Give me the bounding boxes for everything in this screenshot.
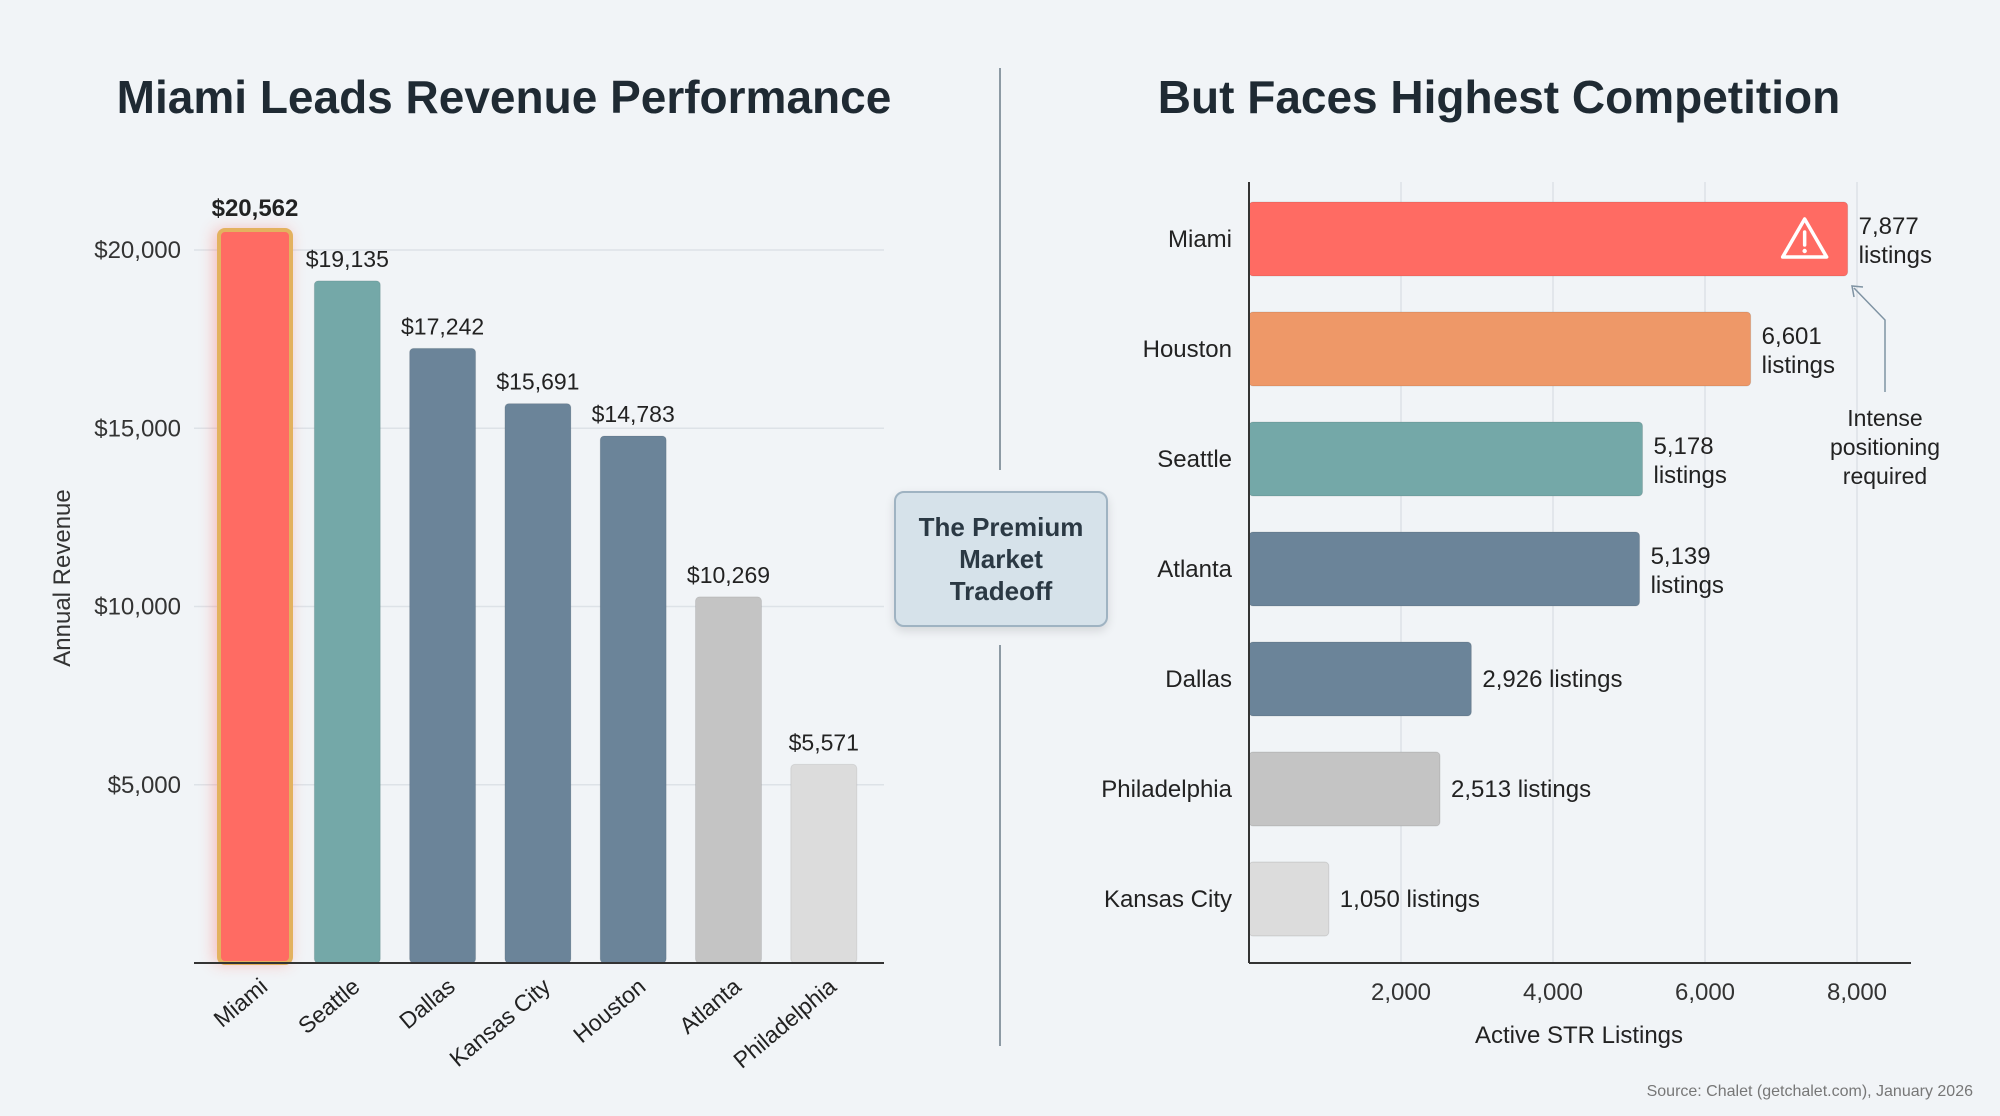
data-label: 1,050 listings xyxy=(1340,886,1480,913)
x-tick-label: Philadelphia xyxy=(728,973,841,1074)
data-label: 6,601 xyxy=(1762,323,1822,350)
y-tick-label: Dallas xyxy=(1165,666,1232,693)
data-label: $17,242 xyxy=(401,313,484,339)
data-label: $5,571 xyxy=(789,729,859,755)
warning-dot xyxy=(1802,248,1807,254)
bar-miami xyxy=(217,227,293,965)
bar-dallas xyxy=(409,347,477,964)
x-tick-label: 4,000 xyxy=(1523,979,1583,1006)
x-tick-label: 8,000 xyxy=(1827,979,1887,1006)
x-tick-label: Houston xyxy=(568,973,650,1048)
data-label: $10,269 xyxy=(687,562,770,588)
x-tick-label: 2,000 xyxy=(1371,979,1431,1006)
data-label: 7,877 xyxy=(1859,213,1919,240)
x-tick-label: 6,000 xyxy=(1675,979,1735,1006)
premium-tradeoff-callout: The Premium Market Tradeoff xyxy=(894,491,1108,627)
data-label: $14,783 xyxy=(592,401,675,427)
bar-atlanta xyxy=(695,596,762,964)
bar-philadelphia xyxy=(790,763,858,964)
y-tick-label: Atlanta xyxy=(1157,556,1232,583)
y-tick-label: Houston xyxy=(1143,336,1232,363)
y-tick-label: Kansas City xyxy=(1104,886,1232,913)
bar-dallas xyxy=(1248,641,1472,717)
warning-triangle xyxy=(1780,217,1829,259)
annotation-arrow-line xyxy=(1853,287,1886,392)
x-axis-label: Active STR Listings xyxy=(1475,1022,1683,1049)
y-tick-label: $10,000 xyxy=(94,594,181,621)
y-tick-label: $20,000 xyxy=(94,237,181,264)
data-label: 5,178 xyxy=(1654,433,1714,460)
warning-icon xyxy=(1780,217,1829,259)
data-label: 2,513 listings xyxy=(1451,776,1591,803)
data-label: listings xyxy=(1651,572,1724,599)
annotation-text: positioning xyxy=(1830,434,1940,460)
bar-atlanta xyxy=(1248,531,1641,607)
y-tick-label: Seattle xyxy=(1157,446,1232,473)
bar-houston xyxy=(599,435,667,964)
data-label: 2,926 listings xyxy=(1482,666,1622,693)
y-axis-label: Annual Revenue xyxy=(49,489,76,666)
data-label: listings xyxy=(1859,242,1932,269)
annotation-text: Intense xyxy=(1847,405,1922,431)
data-label: 5,139 xyxy=(1651,543,1711,570)
annotation-arrow-head xyxy=(1851,285,1864,298)
bar-houston xyxy=(1248,311,1752,387)
y-tick-label: $5,000 xyxy=(108,772,181,799)
source-note: Source: Chalet (getchalet.com), January … xyxy=(1646,1083,1973,1100)
bar-seattle xyxy=(1248,421,1644,497)
x-tick-label: Dallas xyxy=(394,973,460,1034)
right-chart-title: But Faces Highest Competition xyxy=(1157,71,1841,123)
x-tick-label: Seattle xyxy=(293,973,365,1039)
x-tick-label: Kansas City xyxy=(444,973,555,1072)
y-tick-label: Philadelphia xyxy=(1101,776,1232,803)
bar-miami xyxy=(1248,201,1849,277)
bar-seattle xyxy=(313,280,381,964)
x-tick-label: Miami xyxy=(209,973,273,1032)
data-label: $20,562 xyxy=(212,195,299,222)
y-tick-label: $15,000 xyxy=(94,415,181,442)
y-tick-label: Miami xyxy=(1168,226,1232,253)
data-label: $15,691 xyxy=(496,369,579,395)
bar-kansas-city xyxy=(1248,861,1330,937)
x-tick-label: Atlanta xyxy=(674,973,746,1039)
data-label: $19,135 xyxy=(306,246,389,272)
annotation-text: required xyxy=(1843,463,1927,489)
left-chart-title: Miami Leads Revenue Performance xyxy=(116,71,892,123)
bar-philadelphia xyxy=(1248,751,1441,827)
bar-kansas-city xyxy=(504,403,572,964)
data-label: listings xyxy=(1762,352,1835,379)
data-label: listings xyxy=(1654,462,1727,489)
